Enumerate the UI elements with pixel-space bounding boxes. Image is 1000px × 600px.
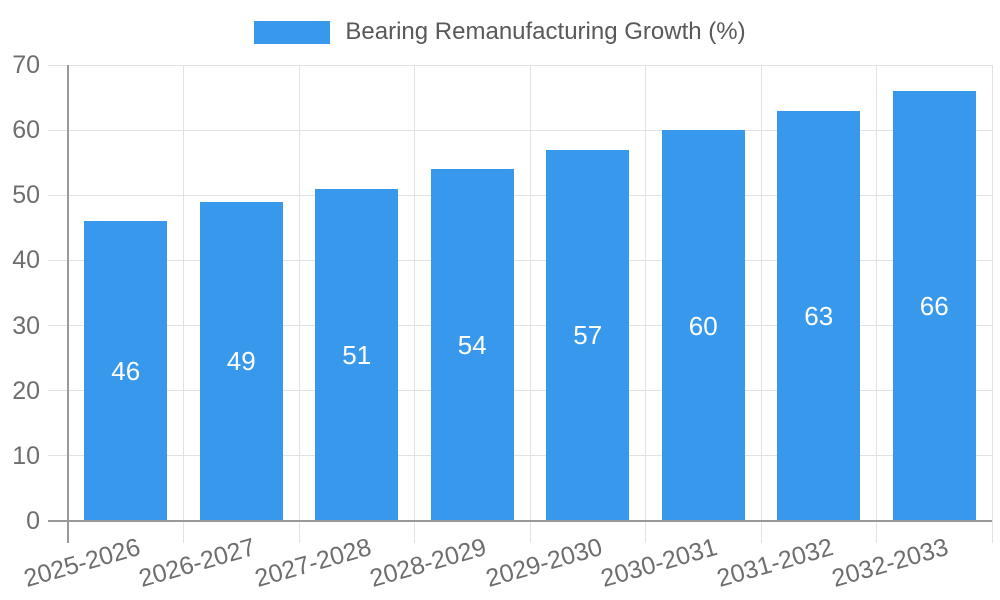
y-axis-tick-label: 70 [12, 51, 40, 79]
y-gridline [48, 325, 992, 327]
y-axis-tick-label: 20 [12, 376, 40, 405]
legend-label: Bearing Remanufacturing Growth (%) [345, 18, 746, 45]
x-gridline [529, 65, 531, 543]
x-gridline [414, 65, 415, 543]
bar-value-label: 60 [688, 310, 718, 341]
bar[interactable]: 60 [661, 130, 745, 521]
y-axis-tick-label: 30 [12, 311, 40, 340]
bar[interactable]: 66 [892, 91, 976, 521]
bar-value-label: 66 [919, 291, 949, 322]
y-axis-line [67, 65, 69, 543]
x-gridline [760, 65, 762, 543]
y-gridline [48, 259, 992, 261]
bar-value-label: 46 [111, 356, 141, 387]
x-gridline [645, 65, 646, 543]
bar-value-label: 49 [226, 346, 256, 377]
x-axis-line [48, 520, 992, 522]
y-gridline [48, 129, 992, 131]
y-axis-tick-label: 50 [12, 181, 40, 210]
legend-swatch [254, 20, 331, 44]
bar[interactable]: 46 [84, 221, 168, 521]
y-axis-tick-label: 0 [26, 507, 40, 535]
bar[interactable]: 51 [315, 188, 399, 521]
x-gridline [183, 65, 184, 543]
bar[interactable]: 49 [199, 201, 283, 521]
bar[interactable]: 54 [430, 169, 514, 521]
bar-value-label: 51 [342, 339, 372, 370]
bar[interactable]: 57 [546, 149, 630, 521]
y-gridline [48, 194, 992, 196]
legend[interactable]: Bearing Remanufacturing Growth (%) [0, 18, 1000, 46]
y-gridline [48, 390, 992, 392]
x-gridline [876, 65, 877, 543]
bar-value-label: 63 [804, 300, 834, 331]
y-axis-tick-label: 60 [12, 116, 40, 145]
x-gridline [991, 65, 993, 543]
bar-value-label: 57 [573, 320, 603, 351]
bar-value-label: 54 [457, 330, 487, 361]
bar[interactable]: 63 [777, 110, 861, 521]
y-gridline [48, 455, 992, 457]
x-gridline [298, 65, 300, 543]
y-gridline [48, 64, 992, 66]
y-axis-tick-label: 40 [12, 246, 40, 275]
y-axis-tick-label: 10 [12, 441, 40, 470]
